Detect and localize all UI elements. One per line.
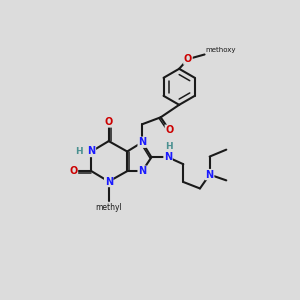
Text: H: H <box>75 147 82 156</box>
Text: methyl: methyl <box>95 203 122 212</box>
Text: N: N <box>105 176 113 187</box>
Text: O: O <box>69 166 77 176</box>
Text: H: H <box>165 142 172 151</box>
Text: methoxy: methoxy <box>206 47 236 53</box>
Text: O: O <box>184 54 192 64</box>
Text: N: N <box>206 169 214 180</box>
Text: O: O <box>105 117 113 127</box>
Text: O: O <box>165 125 174 135</box>
Text: N: N <box>138 166 146 176</box>
Text: N: N <box>87 146 95 157</box>
Text: N: N <box>138 137 146 147</box>
Text: N: N <box>164 152 172 162</box>
